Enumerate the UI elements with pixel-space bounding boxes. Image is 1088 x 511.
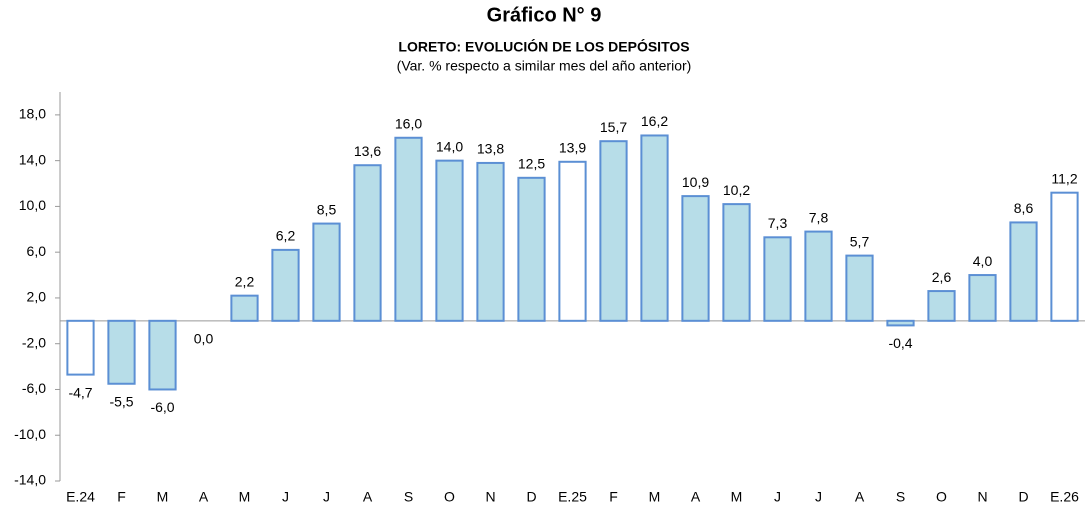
bar — [640, 134, 669, 322]
bar — [927, 290, 956, 322]
bar — [558, 160, 587, 322]
bar — [435, 159, 464, 322]
x-tick-label: M — [731, 489, 743, 505]
y-tick-label: 10,0 — [19, 197, 46, 213]
value-label: -4,7 — [68, 384, 92, 400]
value-label: 4,0 — [973, 253, 993, 269]
x-tick-label: S — [404, 489, 413, 505]
bar — [312, 222, 341, 322]
x-tick-label: N — [485, 489, 495, 505]
y-tick-label: -6,0 — [22, 380, 46, 396]
value-label: 8,5 — [317, 201, 337, 217]
chart-subtitle: LORETO: EVOLUCIÓN DE LOS DEPÓSITOS — [398, 38, 689, 55]
value-label: -5,5 — [109, 393, 133, 409]
value-label: 13,8 — [477, 141, 504, 157]
x-tick-label: A — [691, 489, 701, 505]
bar — [804, 230, 833, 322]
value-label: 6,2 — [276, 228, 296, 244]
bar — [517, 176, 546, 322]
x-tick-label: N — [977, 489, 987, 505]
bar — [107, 319, 136, 385]
value-label: 16,2 — [641, 113, 668, 129]
value-label: 11,2 — [1051, 170, 1077, 186]
y-tick-label: 18,0 — [19, 106, 46, 122]
x-tick-label: M — [239, 489, 251, 505]
value-label: 13,9 — [559, 139, 586, 155]
value-label: 5,7 — [850, 233, 870, 249]
x-tick-label: F — [117, 489, 126, 505]
value-label: 2,2 — [235, 273, 255, 289]
x-tick-label: E.24 — [66, 489, 95, 505]
value-label: 10,2 — [723, 182, 750, 198]
value-label: -0,4 — [888, 335, 912, 351]
value-label: 16,0 — [395, 115, 422, 131]
y-tick-label: 14,0 — [19, 151, 46, 167]
value-label: 8,6 — [1014, 200, 1034, 216]
x-tick-label: F — [609, 489, 618, 505]
value-label: 13,6 — [354, 143, 381, 159]
value-label: 14,0 — [436, 138, 463, 154]
bar — [271, 248, 300, 322]
x-tick-label: E.25 — [558, 489, 587, 505]
y-tick-label: -10,0 — [14, 426, 46, 442]
value-label: 7,8 — [809, 209, 829, 225]
x-tick-label: D — [526, 489, 536, 505]
bar — [1050, 191, 1079, 322]
bar — [599, 140, 628, 322]
bar — [763, 236, 792, 322]
bar — [230, 294, 259, 322]
y-tick-label: -14,0 — [14, 472, 46, 488]
bar — [66, 319, 95, 376]
y-tick-label: 2,0 — [27, 289, 47, 305]
x-tick-label: J — [774, 489, 781, 505]
bar — [476, 161, 505, 322]
bar — [148, 319, 177, 391]
value-label: -6,0 — [150, 399, 174, 415]
value-label: 0,0 — [194, 331, 214, 347]
chart-note: (Var. % respecto a similar mes del año a… — [397, 58, 692, 74]
bar — [353, 164, 382, 322]
x-tick-label: M — [649, 489, 661, 505]
x-tick-label: A — [363, 489, 373, 505]
y-tick-label: -2,0 — [22, 334, 46, 350]
chart-title: Gráfico N° 9 — [487, 4, 602, 26]
x-tick-label: J — [282, 489, 289, 505]
x-tick-label: S — [896, 489, 905, 505]
x-tick-label: M — [157, 489, 169, 505]
x-tick-label: J — [815, 489, 822, 505]
bar — [968, 274, 997, 322]
x-tick-label: E.26 — [1050, 489, 1079, 505]
bar — [1009, 221, 1038, 322]
bar — [722, 203, 751, 322]
x-tick-label: D — [1018, 489, 1028, 505]
x-tick-label: O — [444, 489, 455, 505]
value-label: 2,6 — [932, 269, 952, 285]
bar — [394, 136, 423, 322]
bar — [681, 195, 710, 322]
bar — [845, 254, 874, 322]
x-tick-label: A — [855, 489, 865, 505]
x-tick-label: J — [323, 489, 330, 505]
x-tick-label: A — [199, 489, 209, 505]
value-label: 10,9 — [682, 174, 709, 190]
value-label: 15,7 — [600, 119, 627, 135]
value-label: 12,5 — [518, 156, 545, 172]
bar — [886, 319, 915, 327]
value-label: 7,3 — [768, 215, 788, 231]
x-tick-label: O — [936, 489, 947, 505]
y-tick-label: 6,0 — [27, 243, 47, 259]
